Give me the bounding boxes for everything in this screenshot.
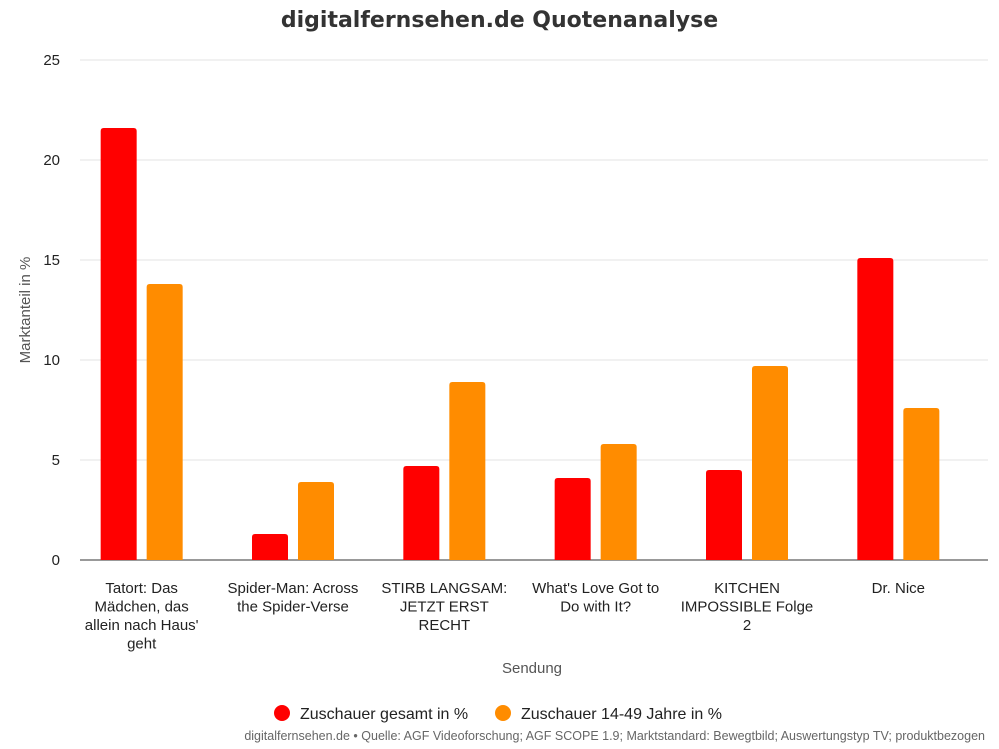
legend-label-0: Zuschauer gesamt in % [300,706,468,723]
x-category-label: Spider-Man: Across the Spider-Verse [228,580,359,616]
x-category-label: KITCHEN IMPOSSIBLE Folge 2 [681,580,814,634]
x-category-label: STIRB LANGSAM: JETZT ERST RECHT [381,580,507,634]
source-footer: digitalfernsehen.de • Quelle: AGF Videof… [244,729,985,743]
y-tick-label: 0 [52,552,60,569]
bar-14-49-2 [449,382,486,560]
x-axis-categories: Tatort: Das Mädchen, das allein nach Haus'… [85,580,925,653]
x-axis-title: Sendung [502,660,562,677]
bar-gesamt-5 [857,258,894,560]
chart-title: digitalfernsehen.de Quotenanalyse [280,8,719,33]
y-axis-ticks: 0 5 10 15 20 25 [43,52,60,569]
y-tick-label: 15 [43,252,60,269]
bar-14-49-5 [903,408,940,560]
y-tick-label: 25 [43,52,60,69]
bar-gesamt-0 [100,128,137,560]
y-tick-label: 20 [43,152,60,169]
x-category-label: Tatort: Das Mädchen, das allein nach Haus'… [85,580,199,653]
y-tick-label: 10 [43,352,60,369]
bar-gesamt-2 [403,466,440,560]
bars [100,128,940,560]
y-axis-title: Marktanteil in % [17,257,34,364]
x-category-label: What's Love Got to Do with It? [532,580,659,616]
bar-gesamt-1 [252,534,288,560]
gridlines [80,59,988,561]
legend: Zuschauer gesamt in % Zuschauer 14-49 Jah… [274,705,722,723]
bar-14-49-4 [752,366,788,560]
bar-gesamt-4 [706,470,742,560]
legend-label-1: Zuschauer 14-49 Jahre in % [521,706,722,723]
legend-marker-0 [274,705,290,721]
bar-14-49-3 [600,444,637,560]
bar-14-49-0 [146,284,183,560]
legend-marker-1 [495,705,511,721]
bar-14-49-1 [298,482,334,560]
bar-gesamt-3 [554,478,591,560]
y-tick-label: 5 [52,452,60,469]
x-category-label: Dr. Nice [872,580,925,597]
